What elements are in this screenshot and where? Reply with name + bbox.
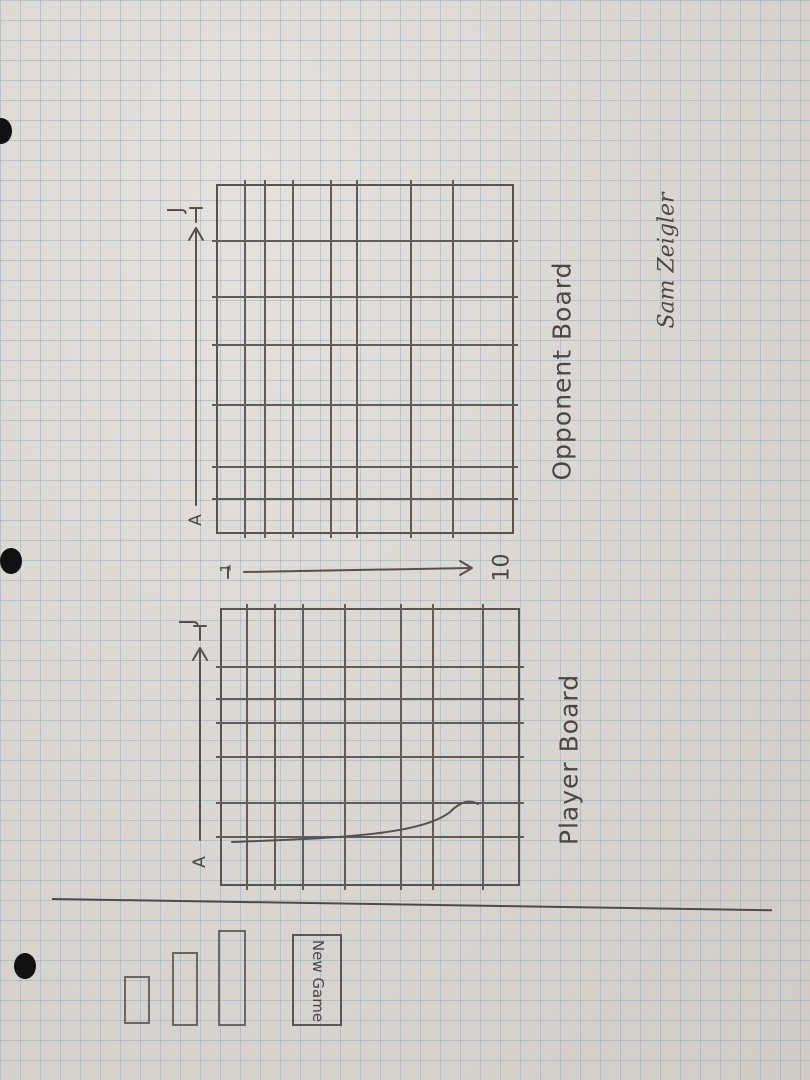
player-grid-line (274, 604, 276, 890)
row-start-label: 1 (218, 563, 235, 573)
player-grid-line (216, 666, 524, 668)
player-grid-line (216, 722, 524, 724)
player-grid-line (216, 756, 524, 758)
player-grid-line (482, 604, 484, 890)
player-end-tick (193, 625, 207, 641)
opponent-column-arrowhead (188, 227, 204, 241)
ship-placeholder-large[interactable] (218, 930, 246, 1026)
opponent-grid-line (212, 344, 518, 346)
player-column-end-label: J (174, 619, 199, 625)
opponent-column-end-label: J (162, 207, 187, 213)
binder-hole-top (0, 118, 12, 144)
opponent-board-label: Opponent Board (547, 261, 577, 481)
opponent-grid-line (212, 296, 518, 298)
player-board (216, 604, 524, 890)
player-grid-line (246, 604, 248, 890)
opponent-grid-line (452, 180, 454, 538)
player-grid-line (216, 698, 524, 700)
player-grid-line (302, 604, 304, 890)
opponent-grid-line (292, 180, 294, 538)
opponent-board (212, 180, 518, 538)
ship-placeholder-small[interactable] (124, 976, 150, 1024)
player-column-start-label: A (189, 856, 210, 868)
opponent-grid-line (212, 404, 518, 406)
row-end-label: 10 (489, 553, 515, 582)
opponent-grid-line (410, 180, 412, 538)
opponent-grid-line (244, 180, 246, 538)
player-grid-line (216, 836, 524, 838)
opponent-grid-line (212, 498, 518, 500)
ship-placeholder-medium[interactable] (172, 952, 198, 1026)
new-game-button[interactable]: New Game (292, 934, 342, 1026)
player-grid-line (432, 604, 434, 890)
opponent-column-start-label: A (185, 514, 206, 526)
opponent-grid-line (212, 466, 518, 468)
signature: Sam Zeigler (654, 192, 680, 329)
opponent-end-tick (189, 207, 203, 223)
binder-hole-bottom (14, 953, 36, 979)
row-arrow (243, 567, 471, 573)
row-arrowhead (459, 560, 473, 576)
opponent-grid-line (264, 180, 266, 538)
player-grid-line (400, 604, 402, 890)
player-grid-line (216, 802, 524, 804)
player-column-arrowhead (192, 647, 208, 661)
player-grid-line (344, 604, 346, 890)
player-board-label: Player Board (554, 673, 584, 846)
opponent-grid-line (212, 240, 518, 242)
opponent-grid-line (356, 180, 358, 538)
margin-line (51, 898, 772, 912)
binder-hole-middle (0, 548, 22, 574)
new-game-button-label: New Game (309, 939, 327, 1023)
opponent-grid-line (330, 180, 332, 538)
